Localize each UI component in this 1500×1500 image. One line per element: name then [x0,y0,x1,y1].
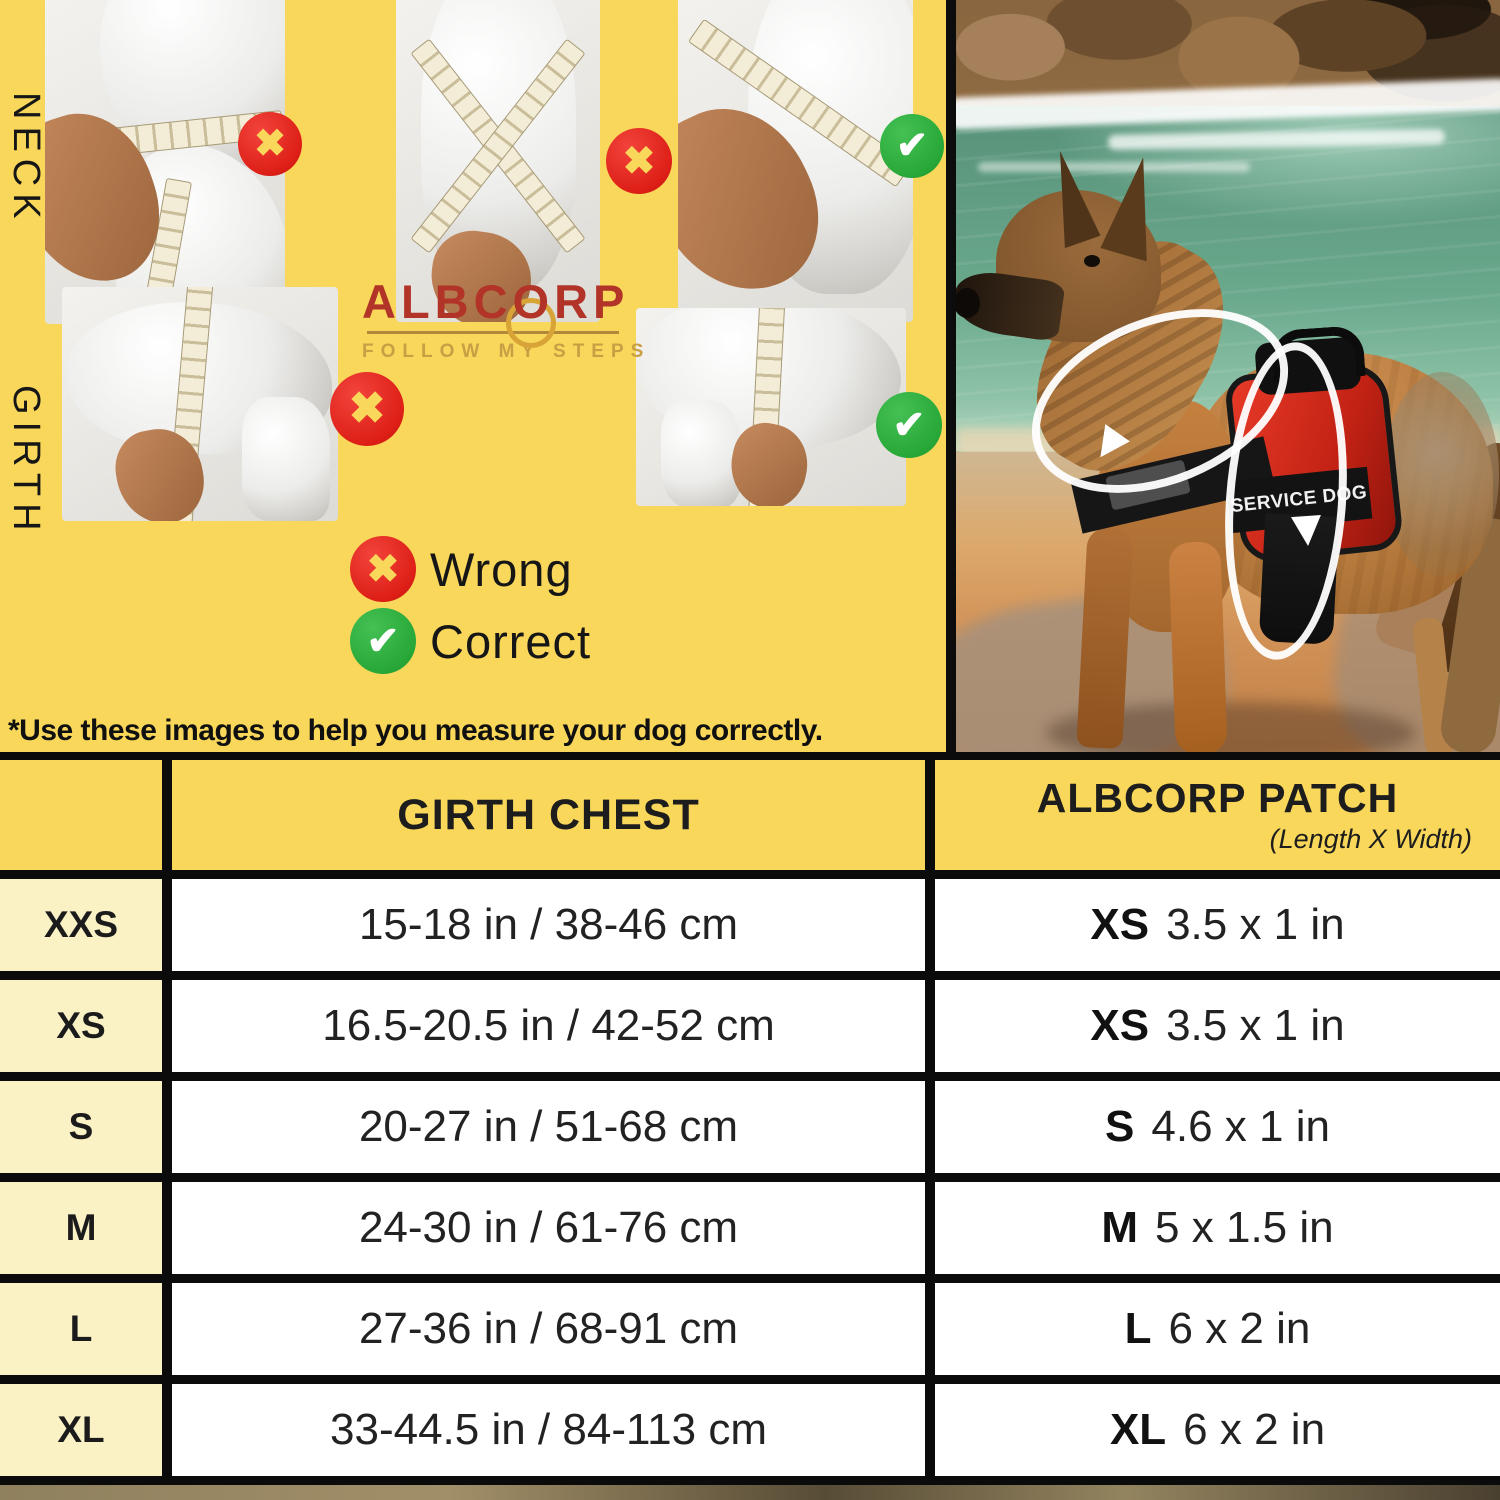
arrow-icon [1290,514,1324,548]
table-row: XS 16.5-20.5 in / 42-52 cm XS 3.5 x 1 in [0,980,1500,1081]
brand-name: ALBCORP [362,275,630,328]
surf-foam [977,162,1250,172]
girth-section-label: GIRTH [5,385,47,538]
bottom-photo-edge [0,1485,1500,1500]
legend-correct-label: Correct [430,614,592,668]
table-body: XXS 15-18 in / 38-46 cm XS 3.5 x 1 in XS 16.5… [0,879,1500,1485]
size-cell: S [0,1081,172,1173]
table-row: XXS 15-18 in / 38-46 cm XS 3.5 x 1 in [0,879,1500,980]
table-row: XL 33-44.5 in / 84-113 cm XL 6 x 2 in [0,1384,1500,1485]
girth-cell: 16.5-20.5 in / 42-52 cm [172,980,935,1072]
table-row: L 27-36 in / 68-91 cm L 6 x 2 in [0,1283,1500,1384]
patch-dimensions: 6 x 2 in [1168,1304,1311,1353]
patch-dimensions: 6 x 2 in [1183,1405,1326,1454]
legend-wrong-label: Wrong [430,542,573,596]
size-cell: L [0,1283,172,1375]
size-chart-table: GIRTH CHEST ALBCORP PATCH (Length X Widt… [0,752,1500,1485]
patch-header-title: ALBCORP PATCH [1036,775,1399,821]
patch-size: S [1105,1102,1135,1151]
neck-section-label: NECK [5,92,47,226]
patch-dimensions: 5 x 1.5 in [1155,1203,1334,1252]
girth-cell: 27-36 in / 68-91 cm [172,1283,935,1375]
panel-photo-divider [946,0,956,752]
measure-note: *Use these images to help you measure yo… [8,714,823,747]
logo-underline [367,331,619,334]
patch-cell: XS 3.5 x 1 in [935,879,1500,971]
legend-wrong-row: ✖ Wrong [350,536,591,602]
dog-nose [956,288,980,318]
neck-measure-wrong-photo-2 [396,0,600,322]
x-icon: ✖ [330,372,404,446]
patch-size: XS [1090,900,1150,949]
size-header-cell [0,760,172,870]
albcorp-logo: ALBCORP FOLLOW MY STEPS [362,274,651,363]
x-icon: ✖ [238,112,302,176]
size-cell: M [0,1182,172,1274]
patch-cell: XL 6 x 2 in [935,1384,1500,1476]
patch-size: M [1101,1203,1139,1252]
table-row: S 20-27 in / 51-68 cm S 4.6 x 1 in [0,1081,1500,1182]
legend-correct-row: ✔ Correct [350,608,591,674]
logo-ring-icon [506,298,556,348]
patch-dimensions: 4.6 x 1 in [1151,1102,1330,1151]
patch-header-cell: ALBCORP PATCH (Length X Width) [935,760,1500,870]
patch-size: L [1124,1304,1152,1353]
size-cell: XL [0,1384,172,1476]
girth-cell: 20-27 in / 51-68 cm [172,1081,935,1173]
patch-cell: XS 3.5 x 1 in [935,980,1500,1072]
brand-tagline: FOLLOW MY STEPS [362,341,651,362]
check-icon: ✔ [350,608,416,674]
check-icon: ✔ [880,114,944,178]
girth-cell: 15-18 in / 38-46 cm [172,879,935,971]
table-header-row: GIRTH CHEST ALBCORP PATCH (Length X Widt… [0,752,1500,879]
measuring-instructions-panel: NECK GIRTH ✖ ✖ ✔ ✖ ✔ ALBCORP FOLLO [0,0,946,752]
mannequin-leg [242,397,330,521]
legend: ✖ Wrong ✔ Correct [350,536,591,674]
table-row: M 24-30 in / 61-76 cm M 5 x 1.5 in [0,1182,1500,1283]
dog-rump [1384,372,1499,577]
dog-eye [1084,255,1100,267]
neck-measure-correct-photo [678,0,913,322]
size-cell: XXS [0,879,172,971]
patch-dimensions: 3.5 x 1 in [1166,1001,1345,1050]
patch-cell: L 6 x 2 in [935,1283,1500,1375]
patch-dimensions: 3.5 x 1 in [1166,900,1345,949]
check-icon: ✔ [876,392,942,458]
x-icon: ✖ [606,128,672,194]
girth-measure-wrong-photo [62,287,338,521]
x-icon: ✖ [350,536,416,602]
patch-header-subtitle: (Length X Width) [1269,824,1472,854]
dog-front-leg [1168,541,1228,752]
girth-measure-correct-photo [636,308,906,506]
girth-cell: 33-44.5 in / 84-113 cm [172,1384,935,1476]
girth-header-cell: GIRTH CHEST [172,760,935,870]
patch-cell: S 4.6 x 1 in [935,1081,1500,1173]
patch-cell: M 5 x 1.5 in [935,1182,1500,1274]
patch-size: XS [1090,1001,1150,1050]
dog-beach-photo: SERVICE DOG [956,0,1500,752]
size-cell: XS [0,980,172,1072]
patch-size: XL [1109,1405,1167,1454]
girth-cell: 24-30 in / 61-76 cm [172,1182,935,1274]
mannequin-leg [661,400,741,506]
